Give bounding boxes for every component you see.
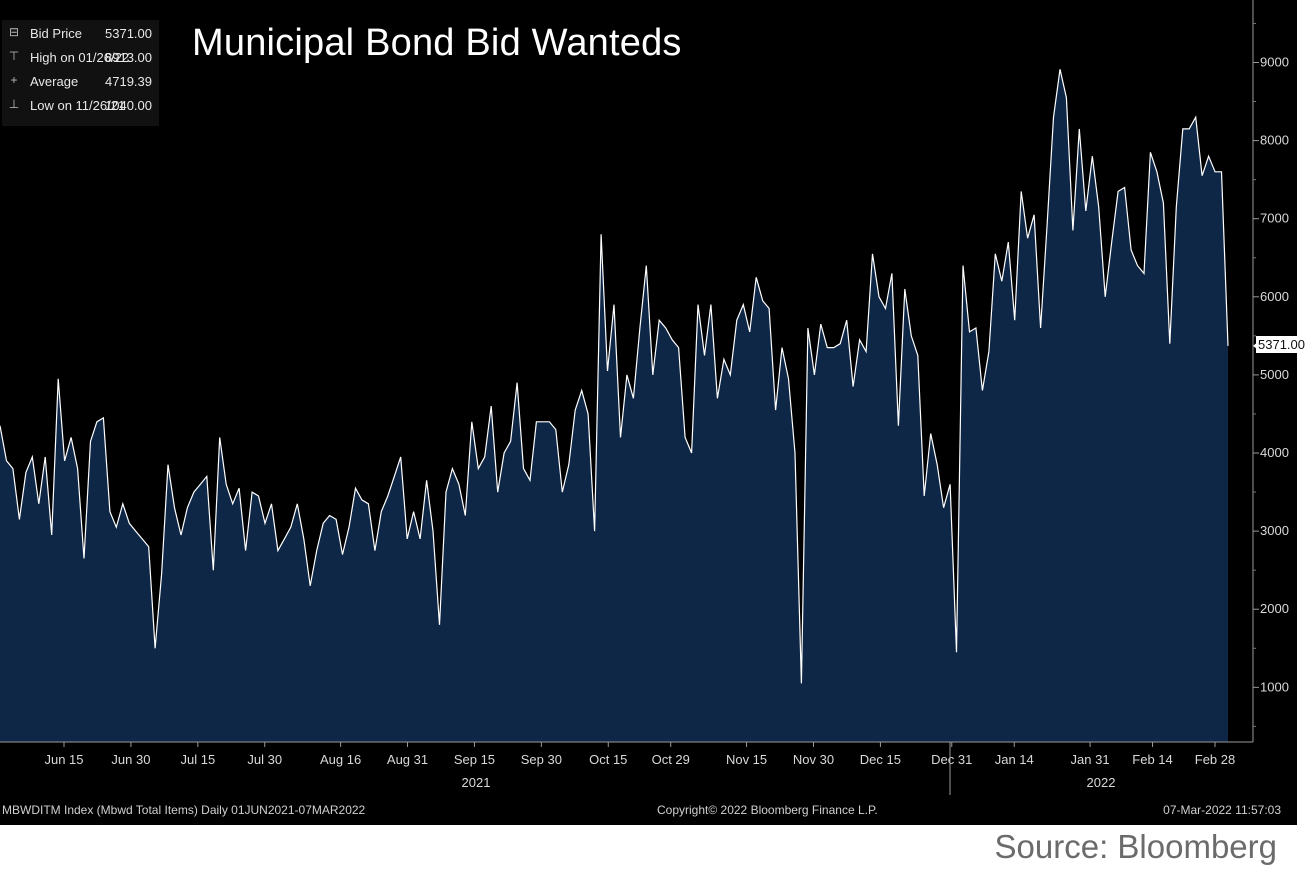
- x-tick-label: Jun 30: [111, 752, 150, 767]
- chart-panel: 1000 2000 3000 4000 5000 6000 7000 8000 9000 Jun …: [0, 0, 1307, 825]
- series-line: [0, 69, 1229, 684]
- footer-timestamp: 07-Mar-2022 11:57:03: [1163, 803, 1281, 817]
- x-tick-label: Aug 31: [387, 752, 428, 767]
- footer-copyright: Copyright© 2022 Bloomberg Finance L.P.: [657, 803, 878, 817]
- legend-label: Low on 11/26/21: [30, 98, 126, 113]
- year-label: 2022: [1087, 775, 1116, 790]
- legend-value: 5371.00: [105, 26, 152, 41]
- source-caption: Source: Bloomberg: [994, 828, 1277, 865]
- legend-value: 8913.00: [105, 50, 152, 65]
- x-tick-label: Jul 15: [180, 752, 215, 767]
- last-value-badge: 5371.00: [1256, 335, 1307, 353]
- legend-item-high: ⊤ High on 01/26/22 8913.00: [6, 46, 156, 68]
- x-tick-label: Aug 16: [320, 752, 361, 767]
- y-tick-label: 4000: [1260, 445, 1289, 460]
- x-tick-label: Jun 15: [44, 752, 83, 767]
- y-tick-label: 8000: [1260, 133, 1289, 148]
- collapse-square-icon: ⊟: [8, 25, 20, 39]
- y-tick-label: 9000: [1260, 54, 1289, 69]
- x-tick-label: Sep 30: [521, 752, 562, 767]
- x-tick-label: Feb 14: [1132, 752, 1172, 767]
- y-tick-label: 1000: [1260, 679, 1289, 694]
- year-label: 2021: [462, 775, 491, 790]
- legend: ⊟ Bid Price 5371.00 ⊤ High on 01/26/22 8…: [2, 20, 159, 126]
- legend-label: Bid Price: [30, 26, 83, 41]
- x-tick-label: Nov 30: [793, 752, 834, 767]
- x-tick-label: Nov 15: [726, 752, 767, 767]
- footer-index-info: MBWDITM Index (Mbwd Total Items) Daily 0…: [2, 803, 366, 817]
- x-tick-label: Feb 28: [1195, 752, 1235, 767]
- y-tick-label: 5000: [1260, 367, 1289, 382]
- legend-label: High on 01/26/22: [30, 50, 130, 65]
- chart-canvas: 1000 2000 3000 4000 5000 6000 7000 8000 9000 Jun …: [0, 0, 1289, 795]
- average-marker-icon: +: [10, 73, 18, 87]
- x-tick-label: Dec 31: [931, 752, 972, 767]
- y-tick-label: 2000: [1260, 601, 1289, 616]
- chart-title: Municipal Bond Bid Wanteds: [192, 22, 682, 64]
- low-marker-icon: ⊥: [8, 97, 20, 111]
- legend-item-low: ⊥ Low on 11/26/21 1040.00: [6, 94, 156, 116]
- x-tick-label: Oct 15: [589, 752, 627, 767]
- x-tick-label: Sep 15: [454, 752, 495, 767]
- legend-value: 1040.00: [105, 98, 152, 113]
- legend-item-average: + Average 4719.39: [6, 70, 156, 92]
- legend-item-bid-price: ⊟ Bid Price 5371.00: [6, 22, 156, 44]
- x-tick-label: Dec 15: [860, 752, 901, 767]
- legend-label: Average: [30, 74, 79, 89]
- y-tick-label: 6000: [1260, 289, 1289, 304]
- x-tick-label: Jan 14: [995, 752, 1034, 767]
- series-area: [0, 69, 1228, 743]
- x-tick-label: Jul 30: [247, 752, 282, 767]
- x-tick-label: Jan 31: [1071, 752, 1110, 767]
- y-tick-label: 3000: [1260, 523, 1289, 538]
- y-tick-label: 7000: [1260, 211, 1289, 226]
- high-marker-icon: ⊤: [8, 49, 20, 63]
- legend-value: 4719.39: [105, 74, 152, 89]
- x-tick-label: Oct 29: [652, 752, 690, 767]
